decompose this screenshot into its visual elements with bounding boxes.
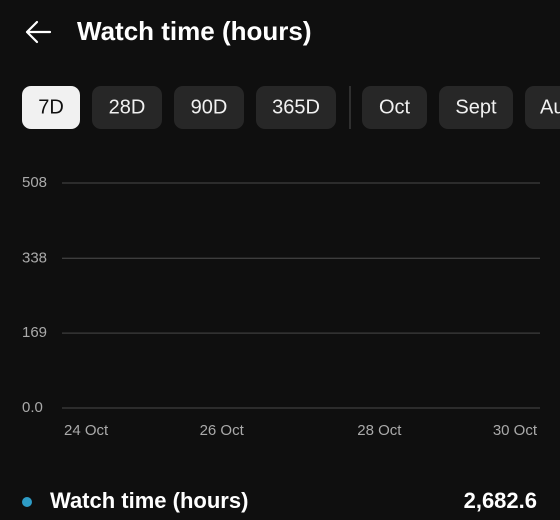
x-tick-label: 26 Oct (200, 422, 245, 439)
filter-chip-label[interactable]: Oct (379, 96, 411, 118)
filter-chip[interactable] (439, 86, 513, 129)
y-tick-label: 169 (22, 324, 47, 341)
back-button[interactable] (25, 20, 52, 44)
legend-dot (22, 497, 32, 507)
filter-chip[interactable] (256, 86, 336, 129)
y-tick-label: 508 (22, 174, 47, 191)
page-title: Watch time (hours) (77, 16, 311, 46)
legend-label: Watch time (hours) (50, 488, 248, 513)
filter-chip-label[interactable]: 7D (38, 96, 64, 118)
x-tick-label: 24 Oct (64, 422, 109, 439)
filter-chip[interactable] (92, 86, 162, 129)
back-arrow (25, 20, 52, 44)
filter-chip-label[interactable]: Au (540, 96, 560, 118)
y-tick-label: 338 (22, 249, 47, 266)
filter-chip[interactable] (362, 86, 427, 129)
filter-chip-label[interactable]: 365D (272, 96, 320, 118)
filter-chip[interactable] (22, 86, 80, 129)
x-tick-label: 30 Oct (493, 422, 538, 439)
summary-total: 2,682.6 (464, 488, 537, 513)
y-tick-label: 0.0 (22, 399, 43, 416)
filter-chip-label[interactable]: 28D (109, 96, 146, 118)
filter-chip-label[interactable]: Sept (455, 96, 497, 118)
filter-chip[interactable] (174, 86, 244, 129)
filter-chip[interactable] (525, 86, 560, 129)
x-tick-label: 28 Oct (357, 422, 402, 439)
filter-chip-label[interactable]: 90D (191, 96, 228, 118)
